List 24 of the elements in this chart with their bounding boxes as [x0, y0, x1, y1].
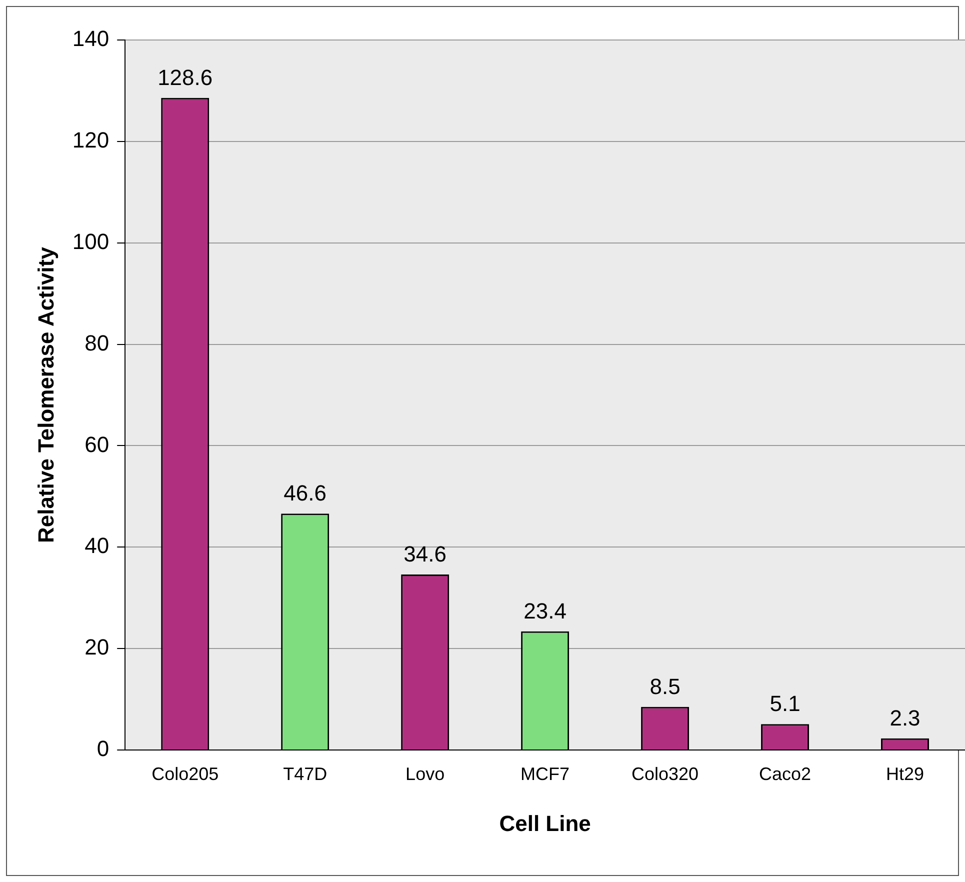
x-tick-label: Colo320: [632, 764, 699, 784]
y-tick-label: 40: [84, 533, 110, 558]
y-tick-label: 0: [96, 736, 110, 762]
x-tick-label: Ht29: [886, 764, 924, 784]
y-axis-title: Relative Telomerase Activity: [33, 246, 58, 543]
data-label: 34.6: [404, 542, 446, 567]
y-tick-label: 20: [84, 634, 110, 660]
data-label: 5.1: [770, 691, 800, 716]
y-tick-label: 100: [72, 228, 110, 254]
x-tick-label: Caco2: [759, 764, 812, 784]
data-label: 2.3: [890, 705, 920, 730]
x-tick-label: Colo205: [152, 764, 219, 784]
x-axis-title: Cell Line: [499, 810, 591, 836]
x-tick-label: Lovo: [406, 764, 445, 784]
data-label: 8.5: [650, 674, 680, 699]
x-tick-label: T47D: [283, 764, 328, 784]
x-tick-label: MCF7: [520, 764, 570, 784]
y-tick-label: 80: [84, 330, 110, 356]
data-label: 23.4: [524, 598, 566, 624]
y-tick-label: 60: [84, 432, 110, 457]
y-tick-label: 140: [72, 26, 110, 52]
y-tick-label: 120: [72, 127, 110, 152]
data-label: 46.6: [284, 480, 326, 506]
data-label: 128.6: [158, 64, 213, 90]
